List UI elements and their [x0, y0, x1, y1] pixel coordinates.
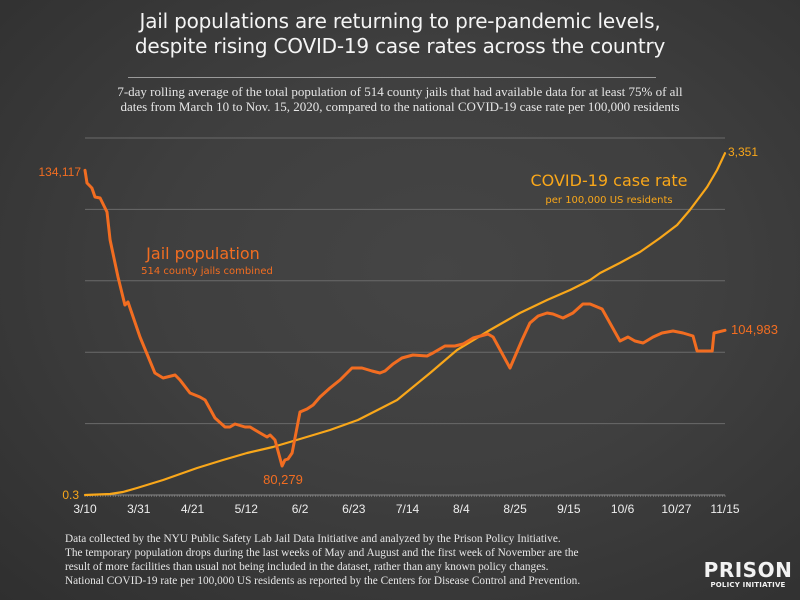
x-tick-label: 3/10: [73, 502, 97, 516]
x-tick-label: 7/14: [396, 502, 420, 516]
x-tick-label: 4/21: [181, 502, 205, 516]
title-line-2: despite rising COVID-19 case rates acros…: [134, 34, 666, 58]
title-divider: [128, 77, 656, 78]
x-tick-label: 8/4: [453, 502, 470, 516]
x-tick-label: 9/15: [557, 502, 581, 516]
x-axis: 3/10 3/31 4/21 5/12 6/2 6/23 7/14 8/4 8/25 9/15 10…: [73, 494, 740, 516]
covid-case-rate-line: [83, 152, 727, 497]
jail-population-line: [83, 168, 727, 468]
x-tick-label: 6/23: [342, 502, 366, 516]
x-tick-label: 5/12: [235, 502, 259, 516]
covid-series-label: COVID-19 case rate: [530, 171, 687, 190]
footer-line-1: Data collected by the NYU Public Safety …: [65, 533, 561, 545]
jail-end-label: 104,983: [731, 322, 778, 337]
jail-min-label: 80,279: [263, 472, 303, 487]
footer-line-3: result of more facilities than usual not…: [65, 561, 549, 573]
jail-start-label: 134,117: [39, 165, 82, 179]
x-tick-label: 10/27: [661, 502, 691, 516]
logo-wordmark-top: PRISON: [703, 558, 793, 582]
covid-start-label: 0.3: [62, 488, 79, 502]
footer-line-2: The temporary population drops during th…: [65, 547, 579, 559]
x-tick-label: 3/31: [127, 502, 151, 516]
covid-end-label: 3,351: [728, 145, 758, 159]
series-lines: [83, 152, 727, 497]
footer-notes: Data collected by the NYU Public Safety …: [65, 532, 665, 588]
gridlines: [85, 137, 725, 425]
subtitle-line-1: 7-day rolling average of the total popul…: [117, 84, 683, 99]
logo-wordmark-bottom: POLICY INITIATIVE: [710, 581, 786, 589]
x-tick-label: 10/6: [611, 502, 635, 516]
prison-policy-initiative-logo: PRISON POLICY INITIATIVE: [703, 560, 793, 590]
chart-title: Jail populations are returning to pre-pa…: [0, 9, 800, 59]
x-tick-label: 6/2: [292, 502, 309, 516]
chart-subtitle: 7-day rolling average of the total popul…: [0, 84, 800, 114]
subtitle-line-2: dates from March 10 to Nov. 15, 2020, co…: [120, 99, 680, 114]
jail-series-label: Jail population: [145, 244, 260, 263]
covid-series-sublabel: per 100,000 US residents: [545, 195, 672, 206]
x-tick-label: 11/15: [710, 502, 739, 516]
data-labels: 134,117 80,279 104,983 0.3 3,351 Jail po…: [39, 145, 779, 502]
jail-series-sublabel: 514 county jails combined: [141, 266, 273, 277]
x-tick-label: 8/25: [503, 502, 527, 516]
footer-line-4: National COVID-19 rate per 100,000 US re…: [65, 575, 581, 587]
title-line-1: Jail populations are returning to pre-pa…: [139, 9, 661, 33]
